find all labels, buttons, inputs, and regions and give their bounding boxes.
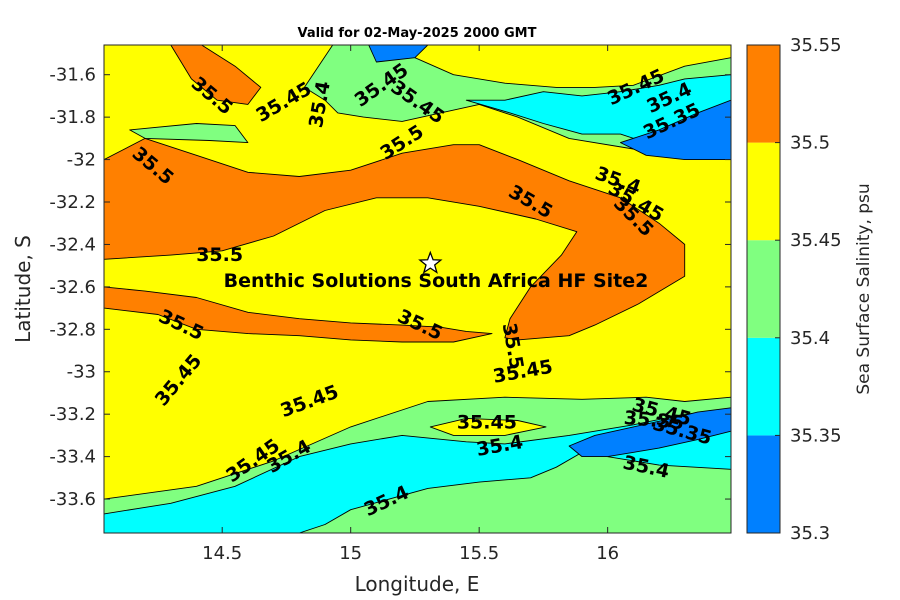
y-tick-label: -33.6: [49, 489, 96, 510]
chart-title: Valid for 02-May-2025 2000 GMT: [298, 26, 537, 41]
contour-region-blue-se: [568, 407, 731, 458]
site-label: Benthic Solutions South Africa HF Site2: [224, 270, 649, 292]
x-tick-label: 16: [596, 543, 619, 564]
contour-label: 35.35: [623, 407, 685, 434]
x-tick-label: 15.5: [459, 543, 499, 564]
y-tick-label: -31.8: [49, 107, 96, 128]
contour-region-yellow-south-island: [429, 417, 547, 436]
colorbar-label: Sea Surface Salinity, psu: [854, 183, 874, 394]
y-tick-label: -32: [67, 150, 96, 171]
contour-label: 35.45: [457, 412, 517, 434]
colorbar: 35.3 35.35 35.4 35.45 35.5 35.55: [746, 35, 842, 544]
colorbar-segment: [747, 240, 780, 338]
contour-region-blue-nc: [368, 45, 429, 63]
colorbar-tick-label: 35.4: [790, 328, 830, 349]
contour-region-orange-mid: [104, 286, 493, 343]
colorbar-tick-label: 35.45: [790, 230, 842, 251]
y-tick-label: -32.4: [49, 234, 96, 255]
contour-fill-layer: [104, 45, 731, 533]
y-tick-label: -33.4: [49, 447, 96, 468]
y-tick-label: -32.6: [49, 277, 96, 298]
site-star-icon: [418, 250, 443, 274]
x-axis-label: Longitude, E: [355, 572, 480, 596]
contour-label: 35.5: [196, 244, 243, 266]
colorbar-tick-label: 35.35: [790, 425, 842, 446]
plot-frame: [103, 44, 732, 534]
x-tick-label: 14.5: [202, 543, 242, 564]
x-axis: 14.5 15 15.5 16: [202, 45, 619, 564]
colorbar-segment: [747, 435, 780, 533]
colorbar-segment: [747, 45, 780, 143]
colorbar-frame: [746, 44, 781, 534]
y-tick-label: -31.6: [49, 65, 96, 86]
contour-region-cyan-south: [104, 409, 731, 533]
colorbar-tick-label: 35.5: [790, 133, 830, 154]
y-tick-label: -33: [67, 362, 96, 383]
y-axis: -31.6 -31.8 -32 -32.2 -32.4 -32.6 -32.8 -33 -33.…: [49, 65, 731, 510]
y-axis-label: Latitude, S: [11, 235, 35, 343]
contour-region-blue-ne: [620, 99, 731, 161]
contour-region-orange-main: [104, 137, 686, 341]
x-tick-label: 15: [339, 543, 362, 564]
y-tick-label: -32.2: [49, 192, 96, 213]
contour-region-orange-nw: [170, 45, 262, 105]
y-tick-label: -32.8: [49, 319, 96, 340]
site-marker-group: Benthic Solutions South Africa HF Site2: [224, 250, 649, 292]
y-tick-label: -33.2: [49, 404, 96, 425]
colorbar-segment: [747, 142, 780, 241]
colorbar-tick-label: 35.55: [790, 35, 842, 56]
colorbar-tick-label: 35.3: [790, 523, 830, 544]
colorbar-segment: [747, 337, 780, 436]
